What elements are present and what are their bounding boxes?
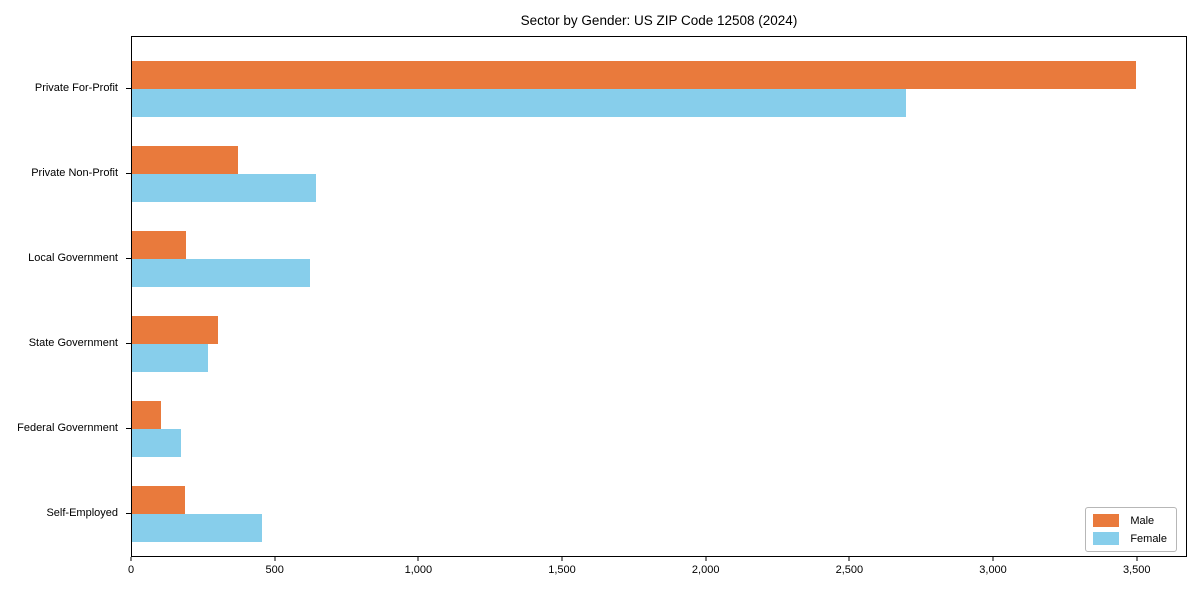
bar-female — [132, 428, 181, 457]
y-tick-label: Federal Government — [17, 421, 118, 434]
x-tick-mark — [417, 557, 419, 561]
y-tick-label: Private Non-Profit — [31, 166, 118, 179]
category-row — [132, 471, 1186, 556]
x-tick-label: 3,500 — [1122, 564, 1151, 576]
x-axis: 0 500 1,000 1,500 2,000 2,500 3,000 3,500 — [127, 557, 1187, 587]
bar-female — [132, 173, 316, 202]
category-row — [132, 216, 1186, 301]
legend-swatch-icon — [1093, 532, 1120, 545]
x-tick-mark — [274, 557, 276, 561]
x-tick-label: 500 — [265, 564, 284, 576]
legend-swatch-icon — [1093, 514, 1120, 527]
chart-title: Sector by Gender: US ZIP Code 12508 (202… — [520, 13, 798, 28]
bar-male — [132, 230, 187, 259]
y-tick-mark — [126, 87, 131, 89]
y-tick-label: Private For-Profit — [34, 81, 118, 94]
y-tick-label: State Government — [28, 336, 118, 349]
plot-area: Male Female — [131, 36, 1187, 557]
bar-male — [132, 60, 1136, 89]
bar-male — [132, 485, 186, 514]
x-tick-mark — [992, 557, 994, 561]
y-tick-mark — [126, 512, 131, 514]
legend-label: Male — [1130, 514, 1155, 527]
x-tick-label: 2,000 — [691, 564, 720, 576]
category-row — [132, 131, 1186, 216]
legend-label: Female — [1130, 532, 1167, 545]
y-tick-mark — [126, 257, 131, 259]
bars-container — [132, 37, 1186, 556]
y-tick-mark — [126, 427, 131, 429]
x-tick-label: 3,000 — [979, 564, 1007, 576]
bar-female — [132, 258, 310, 287]
x-tick-mark — [130, 557, 132, 561]
legend: Male Female — [1085, 507, 1177, 552]
legend-item-male: Male — [1093, 514, 1167, 527]
y-tick-label: Self-Employed — [46, 506, 118, 519]
x-tick-label: 0 — [127, 564, 135, 576]
legend-item-female: Female — [1093, 532, 1167, 545]
y-tick-mark — [126, 172, 131, 174]
category-row — [132, 301, 1186, 386]
bar-female — [132, 88, 907, 117]
bar-male — [132, 400, 161, 429]
category-row — [132, 386, 1186, 471]
x-tick-mark — [1136, 557, 1138, 561]
bar-male — [132, 145, 239, 174]
category-row — [132, 46, 1186, 131]
bar-female — [132, 513, 263, 542]
bar-female — [132, 343, 208, 372]
bar-male — [132, 315, 219, 344]
y-tick-label: Local Government — [28, 251, 118, 264]
x-tick-mark — [561, 557, 563, 561]
y-axis: Private For-Profit Private Non-Profit Loca… — [0, 36, 131, 557]
x-tick-label: 1,500 — [548, 564, 576, 576]
y-tick-mark — [126, 342, 131, 344]
x-tick-label: 2,500 — [835, 564, 864, 576]
x-tick-label: 1,000 — [404, 564, 433, 576]
x-tick-mark — [705, 557, 707, 561]
x-tick-mark — [848, 557, 850, 561]
